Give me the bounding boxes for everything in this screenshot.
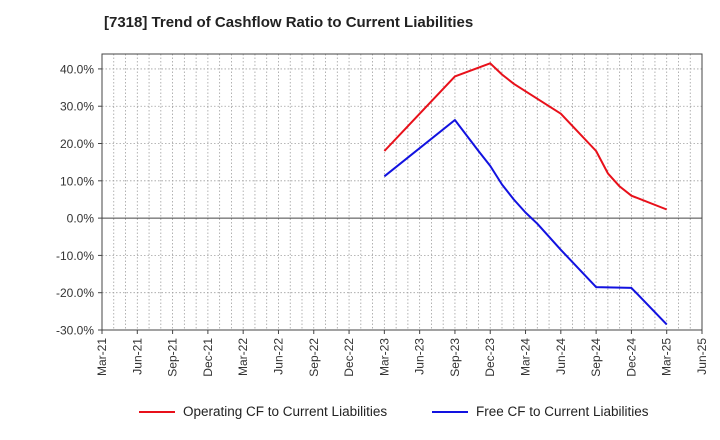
x-tick-label: Jun-21 xyxy=(130,338,144,375)
legend-swatch-free-cf xyxy=(432,410,468,413)
y-tick-label: -20.0% xyxy=(56,286,94,300)
legend-label-operating-cf: Operating CF to Current Liabilities xyxy=(183,404,388,419)
x-tick-label: Jun-23 xyxy=(413,338,427,375)
legend: Operating CF to Current Liabilities Free… xyxy=(0,404,720,428)
x-tick-label: Sep-22 xyxy=(307,338,321,377)
x-tick-label: Jun-24 xyxy=(554,338,568,375)
x-tick-label: Sep-21 xyxy=(166,338,180,377)
x-tick-label: Mar-21 xyxy=(95,338,109,376)
y-tick-label: 30.0% xyxy=(60,100,94,114)
x-tick-label: Dec-22 xyxy=(342,338,356,377)
x-tick-label: Sep-23 xyxy=(448,338,462,377)
legend-item-operating-cf: Operating CF to Current Liabilities xyxy=(139,404,387,419)
series-line-operating-cf xyxy=(383,62,668,211)
y-tick-label: 20.0% xyxy=(60,137,94,151)
x-tick-label: Mar-22 xyxy=(236,338,250,376)
plot-frame xyxy=(101,53,703,331)
y-tick-label: -30.0% xyxy=(56,324,94,338)
x-tick-label: Mar-23 xyxy=(377,338,391,376)
legend-item-free-cf: Free CF to Current Liabilities xyxy=(432,404,649,419)
y-tick-label: 10.0% xyxy=(60,174,94,188)
x-tick-label: Jun-22 xyxy=(271,338,285,375)
series-line-free-cf xyxy=(383,119,668,326)
x-tick-label: Sep-24 xyxy=(589,338,603,377)
y-tick-label: 0.0% xyxy=(67,212,95,226)
x-tick-label: Dec-21 xyxy=(201,338,215,377)
x-tick-label: Dec-24 xyxy=(624,338,638,377)
x-tick-label: Mar-25 xyxy=(660,338,674,376)
legend-swatch-operating-cf xyxy=(139,410,175,413)
x-tick-label: Mar-24 xyxy=(519,338,533,376)
chart-title: [7318] Trend of Cashflow Ratio to Curren… xyxy=(104,14,474,31)
y-tick-label: 40.0% xyxy=(60,62,94,76)
x-tick-label: Jun-25 xyxy=(695,338,709,375)
x-tick-label: Dec-23 xyxy=(483,338,497,377)
legend-label-free-cf: Free CF to Current Liabilities xyxy=(476,404,649,419)
y-tick-label: -10.0% xyxy=(56,249,94,263)
